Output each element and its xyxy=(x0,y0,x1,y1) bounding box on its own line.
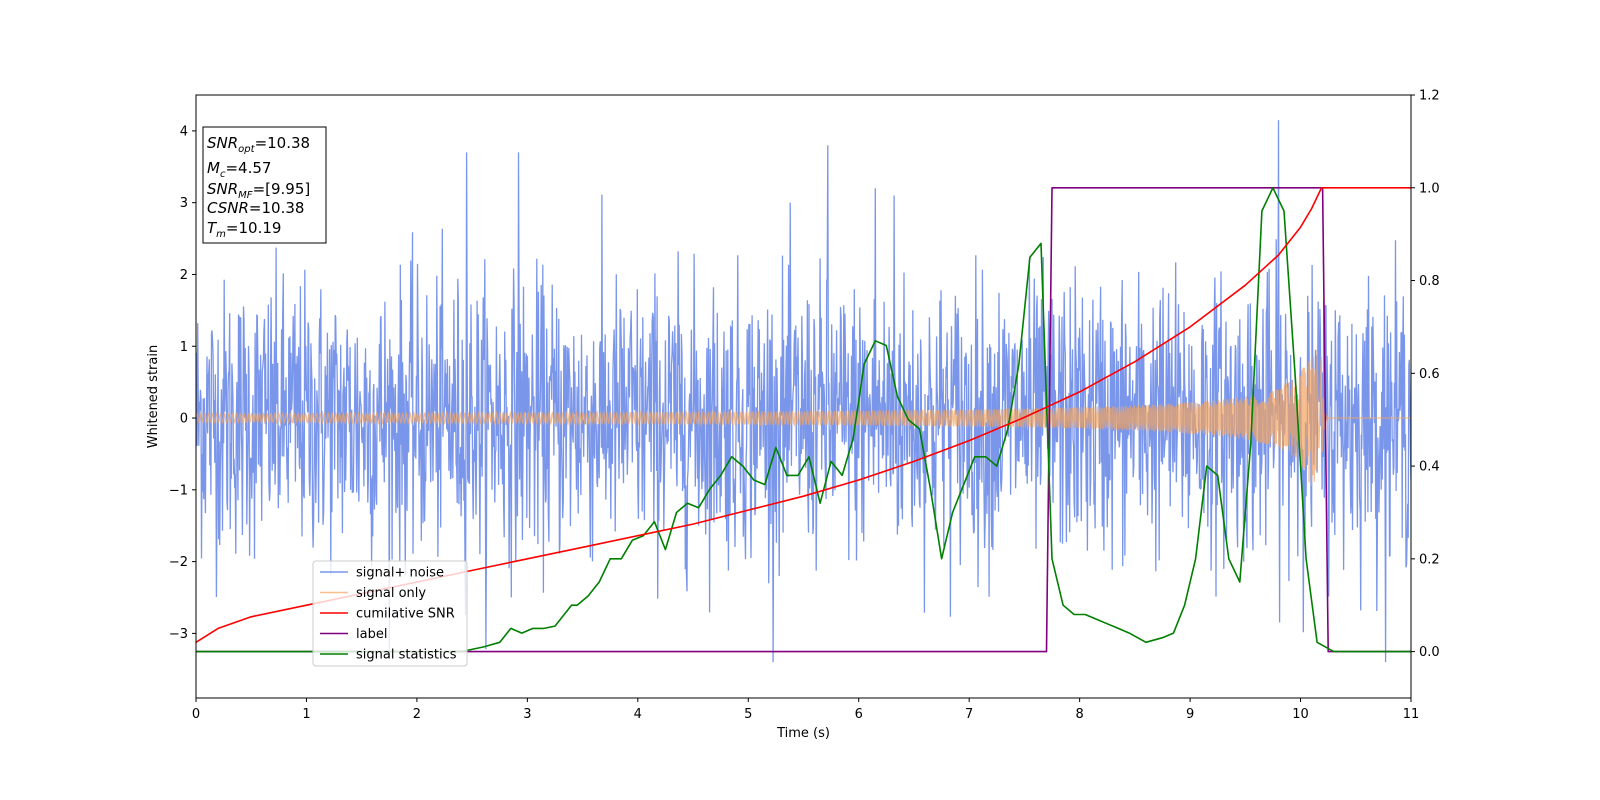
annotation-line: Tm=10.19 xyxy=(207,219,281,240)
annotation-line: SNRMF=[9.95] xyxy=(207,180,310,201)
annotation-line: Mc=4.57 xyxy=(207,159,271,180)
y2-tick-label: 0.6 xyxy=(1419,367,1440,382)
x-tick-label: 3 xyxy=(523,707,531,722)
y-axis-label: Whitened strain xyxy=(146,345,161,448)
series-signal-noise-line xyxy=(196,120,1411,663)
x-tick-label: 5 xyxy=(744,707,752,722)
x-axis: 0 1 2 3 4 5 6 7 8 9 10 11 xyxy=(192,698,1419,722)
legend-label: cumilative SNR xyxy=(356,607,455,622)
y2-tick-label: 0.0 xyxy=(1419,645,1440,660)
y-tick-label: −2 xyxy=(169,555,188,570)
y-tick-label: 0 xyxy=(180,412,188,427)
x-tick-label: 4 xyxy=(634,707,642,722)
x-tick-label: 8 xyxy=(1075,707,1083,722)
y-tick-label: 1 xyxy=(180,340,188,355)
legend-label: signal+ noise xyxy=(356,566,444,581)
x-tick-label: 1 xyxy=(302,707,310,722)
legend-label: signal only xyxy=(356,586,426,601)
annotation-line: SNRopt=10.38 xyxy=(207,134,310,155)
y-tick-label: 2 xyxy=(180,268,188,283)
y2-tick-label: 1.2 xyxy=(1419,89,1440,104)
series-signal-statistics-line xyxy=(196,187,1411,653)
x-tick-label: 0 xyxy=(192,707,200,722)
axes-frame xyxy=(195,94,1412,699)
legend-label: signal statistics xyxy=(356,648,457,663)
annotation-line: CSNR=10.38 xyxy=(207,199,304,217)
x-tick-label: 2 xyxy=(413,707,421,722)
x-axis-label: Time (s) xyxy=(776,726,830,741)
annotation-box: SNRopt=10.38 Mc=4.57SNRMF=[9.95]CSNR=10.3… xyxy=(202,126,327,244)
y-tick-label: 3 xyxy=(180,196,188,211)
y-tick-label: −3 xyxy=(169,627,188,642)
y2-tick-label: 0.2 xyxy=(1419,552,1440,567)
series-signal-only-line xyxy=(196,349,1411,487)
y2-tick-label: 1.0 xyxy=(1419,181,1440,196)
legend-label: label xyxy=(356,627,387,642)
y-tick-label: 4 xyxy=(180,124,188,139)
x-tick-label: 9 xyxy=(1186,707,1194,722)
x-tick-label: 6 xyxy=(855,707,863,722)
y2-axis: 0.0 0.2 0.4 0.6 0.8 1.0 1.2 xyxy=(1411,89,1440,660)
y-tick-label: −1 xyxy=(169,483,188,498)
legend-frame xyxy=(312,560,468,667)
x-tick-label: 11 xyxy=(1403,707,1420,722)
legend: signal+ noise signal only cumilative SNR la… xyxy=(312,560,468,667)
y2-tick-label: 0.8 xyxy=(1419,274,1440,289)
y-axis: −3 −2 −1 0 1 2 3 4 xyxy=(169,124,196,642)
x-tick-label: 10 xyxy=(1292,707,1309,722)
annotation-frame xyxy=(202,126,327,244)
x-tick-label: 7 xyxy=(965,707,973,722)
y2-tick-label: 0.4 xyxy=(1419,460,1440,475)
